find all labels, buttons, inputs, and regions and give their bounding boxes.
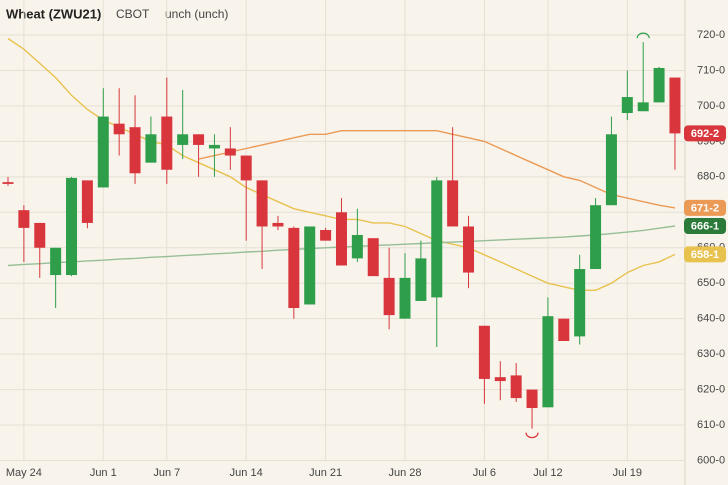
candle-body — [526, 389, 538, 409]
y-tick-label: 700-0 — [697, 100, 725, 112]
candle-body — [145, 134, 157, 163]
y-tick-label: 640-0 — [697, 313, 725, 325]
candle-body — [447, 180, 459, 227]
x-tick-label: Jul 6 — [473, 467, 496, 479]
change: unch (unch) — [165, 7, 228, 21]
candle-body — [177, 134, 189, 145]
candle-body — [97, 116, 109, 188]
candle-body — [208, 144, 220, 149]
price-badge — [684, 125, 726, 142]
candle-body — [256, 180, 268, 227]
y-tick-label: 620-0 — [697, 383, 725, 395]
candle-body — [272, 222, 284, 227]
candle-body — [240, 155, 252, 181]
y-tick-label: 710-0 — [697, 64, 725, 76]
x-tick-label: Jun 21 — [309, 467, 342, 479]
candle-body — [590, 205, 602, 270]
candle-body — [50, 247, 62, 276]
y-tick-label: 650-0 — [697, 277, 725, 289]
y-tick-label: 610-0 — [697, 419, 725, 431]
x-tick-label: May 24 — [6, 467, 42, 479]
chart-title: Wheat (ZWU21) — [6, 6, 101, 21]
y-tick-label: 680-0 — [697, 171, 725, 183]
price-badge-label: 671-2 — [691, 202, 719, 214]
candle-body — [351, 234, 363, 259]
x-tick-label: Jul 12 — [533, 467, 562, 479]
price-badge — [684, 218, 726, 235]
candle-body — [621, 97, 633, 114]
candle-body — [431, 180, 443, 298]
price-badge-label: 692-2 — [691, 128, 719, 140]
candle-body — [653, 67, 665, 103]
candle-body — [304, 226, 316, 305]
candle-body — [669, 77, 681, 134]
candle-body — [574, 269, 586, 337]
candle-body — [478, 325, 490, 379]
candle-body — [224, 148, 236, 156]
candle-body — [113, 123, 125, 135]
x-tick-label: Jun 14 — [230, 467, 263, 479]
low-marker — [525, 432, 539, 439]
x-tick-label: Jun 1 — [90, 467, 117, 479]
candle-body — [288, 227, 300, 309]
candle-body — [383, 277, 395, 316]
candle-body — [335, 212, 347, 266]
y-tick-label: 630-0 — [697, 348, 725, 360]
price-badge — [684, 246, 726, 263]
candle-body — [161, 116, 173, 170]
candle-body — [367, 238, 379, 277]
candle-body — [415, 258, 427, 301]
moving-average-line — [198, 130, 676, 209]
candle-body — [605, 134, 617, 206]
candle-body — [510, 375, 522, 399]
candle-body — [81, 180, 93, 223]
y-tick-label: 720-0 — [697, 29, 725, 41]
candle-body — [129, 127, 141, 174]
x-tick-label: Jun 28 — [388, 467, 421, 479]
price-badge-label: 666-1 — [691, 220, 719, 232]
candle-body — [637, 102, 649, 112]
candle-body — [193, 134, 205, 145]
price-badge-label: 658-1 — [691, 249, 719, 261]
candle-body — [66, 177, 78, 276]
candle-body — [320, 230, 332, 241]
candle-body — [18, 210, 30, 228]
candle-body — [2, 182, 14, 184]
y-tick-label: 600-0 — [697, 454, 725, 466]
candle-body — [542, 316, 554, 408]
candle-body — [463, 226, 475, 273]
x-tick-label: Jun 7 — [153, 467, 180, 479]
exchange: CBOT — [116, 7, 150, 21]
candle-body — [494, 377, 506, 382]
price-badge — [684, 199, 726, 216]
candle-body — [34, 222, 46, 248]
candle-body — [399, 277, 411, 319]
high-marker — [636, 32, 650, 39]
x-tick-label: Jul 19 — [613, 467, 642, 479]
candle-body — [558, 318, 570, 342]
